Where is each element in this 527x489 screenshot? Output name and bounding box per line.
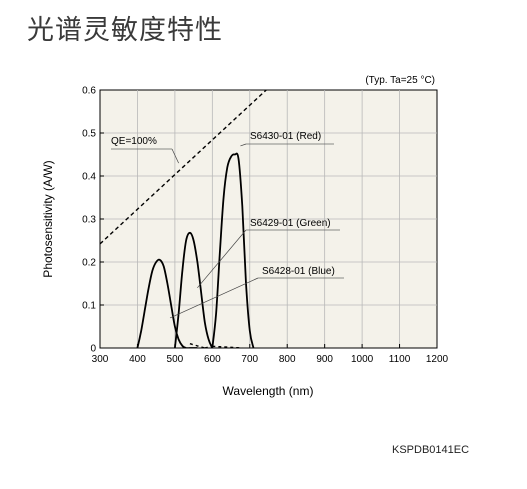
curves [100, 90, 268, 348]
annotation-leader-qe-100 [171, 148, 179, 164]
annotation-label-s6430-01-red: S6430-01 (Red) [250, 131, 321, 142]
annotation-label-s6429-01-green: S6429-01 (Green) [250, 218, 331, 229]
annotation-leader-s6430-01-red [240, 143, 247, 147]
series-line-s6430-01-red [211, 152, 255, 348]
series-line-s6428-01-blue [136, 258, 198, 348]
x-tick-label: 900 [316, 354, 333, 365]
x-tick-label: 1200 [426, 354, 449, 365]
annotation-leader-s6429-01-green [197, 229, 247, 289]
x-tick-label: 500 [167, 354, 184, 365]
series-dashed-extension-s6429-01-green [212, 345, 243, 348]
x-tick-label: 1100 [389, 354, 411, 365]
y-tick-label: 0.1 [82, 301, 96, 312]
y-tick-label: 0.6 [82, 86, 96, 97]
y-tick-label: 0 [90, 344, 96, 355]
y-tick-label: 0.5 [82, 129, 96, 140]
x-tick-label: 1000 [351, 354, 374, 365]
x-tick-label: 600 [204, 354, 221, 365]
annotation-label-s6428-01-blue: S6428-01 (Blue) [262, 266, 335, 277]
page-title: 光谱灵敏度特性 [27, 15, 223, 46]
series-line-qe-100 [100, 90, 268, 245]
x-axis-label: Wavelength (nm) [223, 384, 314, 398]
document-code: KSPDB0141EC [392, 444, 470, 456]
x-tick-label: 700 [241, 354, 258, 365]
series-dashed-extension-s6430-01-red [204, 345, 213, 348]
series-line-s6429-01-green [174, 231, 214, 348]
annotation-leader-s6428-01-blue [169, 277, 259, 319]
annotations: QE=100% S6430-01 (Red) S6429-01 (Green) S64… [111, 131, 344, 319]
y-tick-label: 0.3 [82, 215, 96, 226]
y-axis-label: Photosensitivity (A/W) [41, 160, 55, 277]
x-tick-label: 300 [92, 354, 109, 365]
x-tick-label: 400 [129, 354, 146, 365]
x-tick-label: 800 [279, 354, 296, 365]
y-tick-label: 0.2 [82, 258, 96, 269]
y-tick-label: 0.4 [82, 172, 96, 183]
axes: 300 400 500 600 700 800 900 1000 1100 1200 0 0.1 0.2… [82, 86, 448, 366]
annotation-label-qe-100: QE=100% [111, 136, 157, 147]
chart-note: (Typ. Ta=25 °C) [365, 75, 435, 86]
series-dashed-extension-s6428-01-blue [189, 343, 206, 348]
